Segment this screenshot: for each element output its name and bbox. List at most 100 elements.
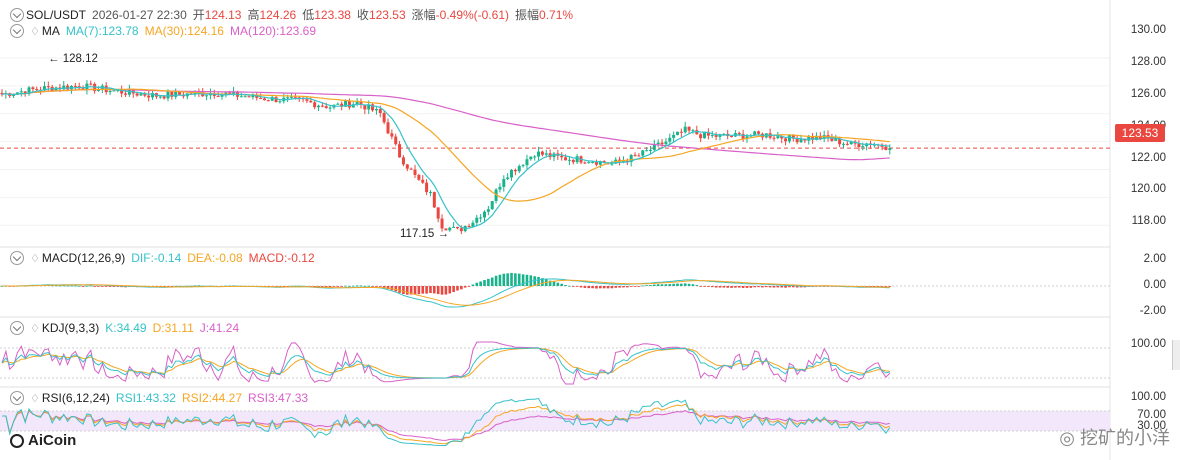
candle bbox=[656, 142, 660, 144]
watermark: ◎ 挖矿的小洋 bbox=[1059, 424, 1170, 450]
macd-bar bbox=[297, 285, 301, 287]
macd-bar bbox=[406, 286, 409, 295]
macd-bar bbox=[730, 286, 733, 288]
candle bbox=[89, 83, 93, 85]
aicoin-logo: AiCoin bbox=[10, 432, 76, 449]
ma7-line bbox=[1, 86, 890, 230]
candle bbox=[116, 90, 120, 92]
collapse-icon[interactable] bbox=[10, 251, 24, 265]
candle bbox=[409, 168, 413, 170]
candle bbox=[483, 211, 486, 218]
macd-bar bbox=[498, 274, 502, 286]
macd-bar bbox=[193, 285, 197, 287]
candle bbox=[683, 126, 687, 133]
candle bbox=[286, 97, 290, 99]
candle bbox=[772, 137, 776, 139]
candle bbox=[791, 134, 795, 139]
macd-bar bbox=[101, 286, 104, 287]
candle bbox=[521, 165, 525, 167]
macd-bar bbox=[672, 283, 675, 286]
candle bbox=[359, 101, 363, 105]
macd-bar bbox=[599, 286, 602, 289]
candle bbox=[417, 174, 421, 180]
price-tick: 130.00 bbox=[1130, 24, 1166, 36]
candle bbox=[575, 156, 579, 163]
macd-bar bbox=[340, 286, 343, 287]
macd-bar bbox=[290, 285, 293, 287]
candle bbox=[564, 157, 568, 161]
candle bbox=[502, 179, 506, 187]
candle bbox=[73, 85, 77, 87]
scroll-handle[interactable] bbox=[1172, 340, 1180, 370]
collapse-icon[interactable] bbox=[10, 391, 24, 405]
collapse-icon[interactable] bbox=[10, 7, 24, 22]
ma-name: MA bbox=[41, 24, 60, 38]
candle bbox=[629, 154, 633, 163]
alert-bell-icon[interactable]: ♢ bbox=[30, 25, 40, 38]
macd-bar bbox=[710, 286, 714, 288]
dea-value: DEA:-0.08 bbox=[187, 251, 243, 265]
candle bbox=[336, 103, 340, 105]
candle bbox=[652, 143, 656, 150]
candle bbox=[537, 151, 541, 157]
macd-bar bbox=[683, 283, 687, 286]
candle bbox=[328, 107, 332, 109]
candle bbox=[884, 146, 888, 150]
macd-bar bbox=[97, 286, 100, 287]
macd-bar bbox=[324, 286, 328, 288]
candle bbox=[193, 91, 197, 95]
macd-bar bbox=[761, 286, 764, 288]
ma-header: ♢ MA MA(7):123.78 MA(30):124.16 MA(120):… bbox=[0, 24, 322, 38]
symbol-text: SOL/USDT bbox=[26, 7, 87, 22]
macd-bar bbox=[54, 285, 58, 287]
macd-bar bbox=[695, 285, 699, 286]
candle bbox=[687, 126, 691, 131]
candle bbox=[872, 144, 876, 146]
macd-bar bbox=[591, 286, 594, 289]
macd-bar bbox=[718, 286, 722, 288]
candle bbox=[745, 136, 749, 140]
collapse-icon[interactable] bbox=[10, 24, 24, 38]
macd-bar bbox=[629, 286, 633, 287]
logo-mark-icon bbox=[10, 433, 24, 448]
candle bbox=[838, 138, 842, 145]
alert-bell-icon[interactable]: ♢ bbox=[30, 322, 40, 335]
candle bbox=[679, 131, 683, 133]
candle bbox=[475, 217, 479, 223]
macd-bar bbox=[614, 286, 618, 288]
candle bbox=[15, 92, 19, 95]
macd-bar bbox=[726, 286, 729, 288]
macd-bar bbox=[514, 273, 517, 286]
macd-bar bbox=[328, 286, 332, 288]
candle bbox=[467, 226, 471, 228]
alert-bell-icon[interactable]: ♢ bbox=[30, 392, 40, 405]
candle bbox=[432, 192, 436, 208]
macd-bar bbox=[537, 276, 540, 286]
macd-bar bbox=[548, 280, 552, 286]
candle bbox=[239, 96, 243, 98]
macd-bar bbox=[664, 284, 668, 286]
ma30-value: MA(30):124.16 bbox=[144, 24, 224, 38]
candle bbox=[228, 92, 232, 94]
candle bbox=[455, 226, 459, 229]
candle bbox=[278, 101, 282, 103]
rsi-name: RSI(6,12,24) bbox=[41, 391, 110, 405]
macd-bar bbox=[884, 286, 888, 287]
candle bbox=[428, 192, 432, 194]
macd-bar bbox=[359, 285, 363, 287]
candle bbox=[486, 209, 490, 212]
macd-bar bbox=[344, 285, 347, 287]
macd-bar bbox=[116, 286, 120, 287]
candle bbox=[494, 189, 498, 202]
macd-bar bbox=[460, 286, 463, 290]
candle bbox=[818, 135, 822, 139]
macd-bar bbox=[691, 284, 695, 286]
alert-bell-icon[interactable]: ♢ bbox=[30, 252, 40, 265]
collapse-icon[interactable] bbox=[10, 321, 24, 335]
macd-bar bbox=[880, 286, 884, 287]
macd-bar bbox=[112, 286, 116, 287]
change-value: -0.49%(-0.61) bbox=[435, 7, 510, 22]
candle bbox=[178, 91, 182, 95]
macd-bar bbox=[286, 286, 289, 287]
